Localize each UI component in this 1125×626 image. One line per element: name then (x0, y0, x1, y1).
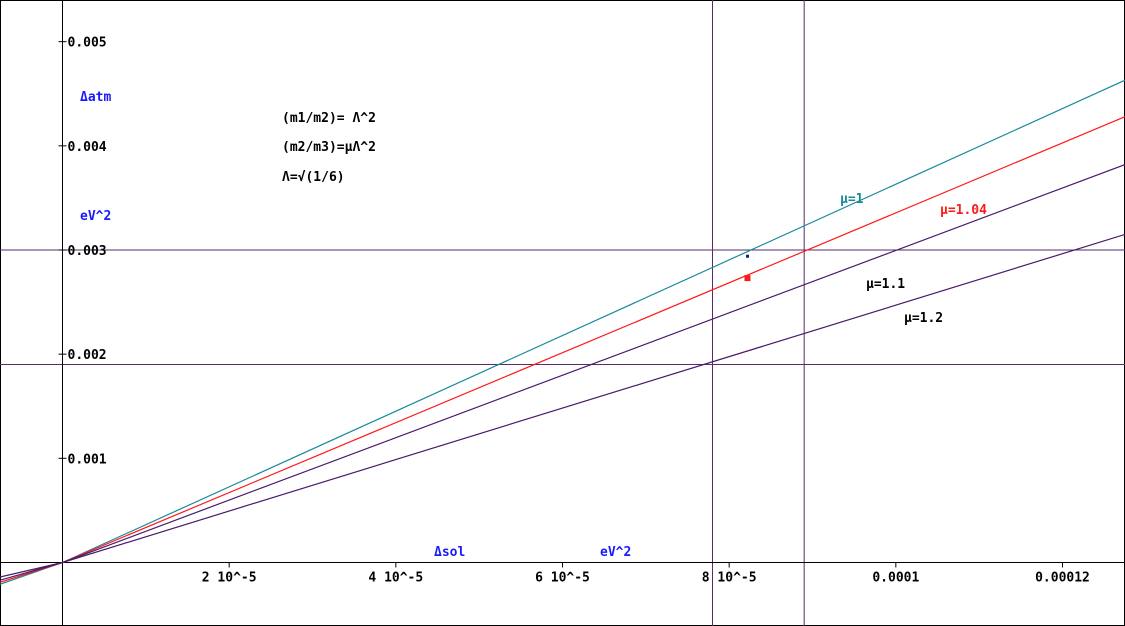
y-tick-label: 0.001 (68, 452, 107, 467)
x-axis-quantity-label: Δsol (434, 545, 465, 560)
x-tick-label: 0.00012 (1035, 570, 1090, 585)
x-tick-label: 0.0001 (872, 570, 919, 585)
annotation-ratio-m1-m2: (m1/m2)= Λ^2 (282, 111, 376, 126)
y-tick-label: 0.004 (68, 140, 107, 155)
x-tick-label: 2 10^-5 (202, 570, 257, 585)
series-line-1 (0, 116, 1125, 583)
series-label-mu-1-1: μ=1.1 (866, 277, 905, 292)
x-tick-label: 6 10^-5 (535, 570, 590, 585)
marked-points (744, 254, 751, 282)
x-tick-label: 4 10^-5 (368, 570, 423, 585)
y-tick-label: 0.005 (68, 36, 107, 51)
annotation-lambda-definition: Λ=√(1/6) (282, 170, 345, 185)
x-tick-label: 8 10^-5 (702, 570, 757, 585)
marked-point-0 (746, 254, 749, 258)
y-tick-label: 0.002 (68, 348, 107, 363)
series-line-0 (0, 79, 1125, 585)
annotation-ratio-m2-m3: (m2/m3)=μΛ^2 (282, 140, 376, 155)
series-label-mu-1-04: μ=1.04 (940, 203, 987, 218)
series-label-mu-1-2: μ=1.2 (904, 311, 943, 326)
series-lines (0, 79, 1125, 585)
y-tick-label: 0.003 (68, 244, 107, 259)
y-axis-unit-label: eV^2 (80, 209, 111, 224)
series-line-3 (0, 233, 1125, 578)
marked-point-1 (744, 275, 751, 282)
x-axis-unit-label: eV^2 (600, 545, 631, 560)
y-axis-quantity-label: Δatm (80, 90, 111, 105)
series-label-mu-1: μ=1 (840, 192, 864, 207)
labels: Δatm eV^2 Δsol eV^2 (m1/m2)= Λ^2 (m2/m3)… (80, 90, 987, 560)
